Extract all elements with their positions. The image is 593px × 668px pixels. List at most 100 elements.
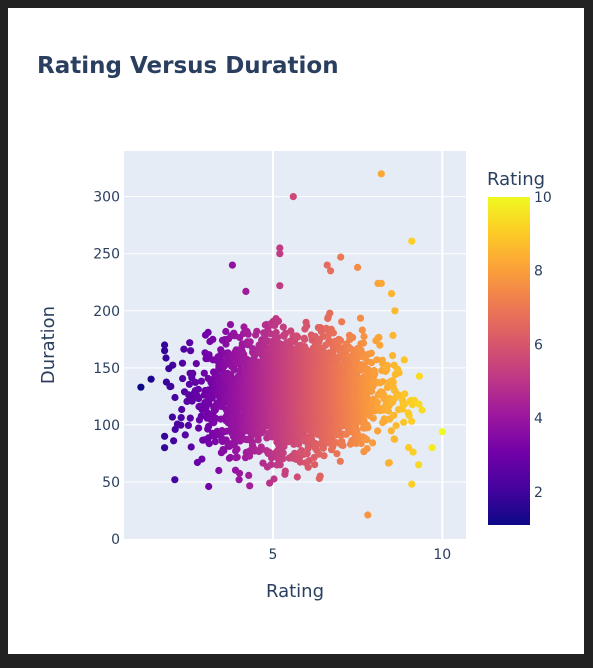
data-point bbox=[295, 440, 303, 448]
data-points bbox=[137, 170, 446, 519]
colorbar: Rating 2 4 6 8 10 bbox=[487, 169, 552, 525]
data-point bbox=[339, 441, 347, 450]
data-point bbox=[242, 287, 250, 295]
data-point bbox=[186, 414, 194, 422]
x-axis-ticks: 5 10 bbox=[269, 547, 452, 563]
data-point bbox=[267, 461, 275, 469]
data-point bbox=[377, 279, 385, 287]
colorbar-tick-label: 2 bbox=[534, 485, 543, 501]
data-point bbox=[316, 472, 324, 480]
data-point bbox=[401, 390, 409, 398]
data-point bbox=[188, 397, 196, 405]
data-point bbox=[415, 372, 423, 380]
data-point bbox=[209, 335, 217, 343]
colorbar-tick-label: 4 bbox=[534, 411, 543, 427]
data-point bbox=[233, 453, 241, 461]
data-point bbox=[198, 455, 206, 463]
data-point bbox=[375, 333, 383, 341]
data-point bbox=[180, 345, 188, 353]
chart-title: Rating Versus Duration bbox=[37, 53, 339, 79]
data-point bbox=[337, 253, 345, 261]
data-point bbox=[296, 458, 304, 466]
data-point bbox=[415, 400, 423, 408]
data-point bbox=[329, 329, 337, 337]
data-point bbox=[177, 414, 185, 422]
y-axis-ticks: 0 50 100 150 200 250 300 bbox=[93, 190, 120, 548]
data-point bbox=[374, 427, 382, 435]
data-point bbox=[371, 370, 379, 378]
data-point bbox=[408, 237, 416, 245]
data-point bbox=[359, 339, 368, 347]
data-point bbox=[408, 480, 416, 488]
data-point bbox=[319, 444, 327, 452]
data-point bbox=[189, 369, 197, 377]
data-point bbox=[197, 412, 205, 420]
data-point bbox=[204, 328, 212, 336]
data-point bbox=[281, 467, 289, 475]
data-point bbox=[205, 440, 213, 448]
data-point bbox=[276, 461, 284, 469]
data-point bbox=[289, 193, 297, 201]
data-point bbox=[270, 475, 278, 483]
data-point bbox=[279, 455, 287, 463]
data-point bbox=[167, 382, 175, 390]
y-tick-label: 250 bbox=[93, 247, 120, 263]
data-point bbox=[246, 338, 254, 346]
data-point bbox=[373, 356, 381, 364]
data-point bbox=[303, 322, 311, 330]
data-point bbox=[369, 414, 377, 422]
data-point bbox=[222, 327, 230, 336]
data-point bbox=[253, 327, 261, 335]
data-point bbox=[363, 436, 371, 444]
data-point bbox=[301, 335, 309, 343]
data-point bbox=[184, 421, 192, 429]
data-point bbox=[357, 439, 365, 448]
data-point bbox=[211, 438, 219, 446]
y-tick-label: 0 bbox=[111, 532, 120, 548]
colorbar-ticks: 2 4 6 8 10 bbox=[534, 190, 552, 501]
data-point bbox=[409, 448, 417, 456]
data-point bbox=[384, 407, 392, 415]
data-point bbox=[137, 383, 145, 391]
y-tick-label: 100 bbox=[93, 418, 120, 434]
data-point bbox=[389, 331, 397, 339]
y-tick-label: 200 bbox=[93, 304, 120, 320]
data-point bbox=[254, 436, 262, 444]
data-point bbox=[168, 413, 176, 421]
data-point bbox=[230, 366, 238, 374]
data-point bbox=[363, 445, 371, 453]
data-point bbox=[280, 442, 288, 451]
data-point bbox=[233, 445, 241, 453]
data-point bbox=[216, 351, 225, 359]
data-point bbox=[418, 406, 426, 414]
data-point bbox=[376, 341, 384, 349]
data-point bbox=[195, 424, 203, 432]
data-point bbox=[400, 418, 408, 426]
data-point bbox=[276, 244, 284, 252]
data-point bbox=[161, 432, 169, 440]
data-point bbox=[327, 267, 335, 275]
y-axis-label: Duration bbox=[38, 306, 59, 384]
data-point bbox=[279, 449, 287, 457]
data-point bbox=[246, 482, 254, 490]
data-point bbox=[364, 424, 372, 432]
data-point bbox=[169, 361, 177, 369]
data-point bbox=[171, 393, 179, 402]
data-point bbox=[205, 351, 213, 359]
data-point bbox=[185, 380, 193, 388]
data-point bbox=[197, 377, 205, 385]
x-tick-label: 10 bbox=[433, 547, 451, 563]
data-point bbox=[279, 323, 287, 331]
data-point bbox=[200, 369, 208, 377]
data-point bbox=[171, 476, 179, 484]
data-point bbox=[323, 261, 331, 269]
data-point bbox=[205, 399, 213, 408]
data-point bbox=[364, 511, 372, 519]
data-point bbox=[391, 435, 399, 443]
data-point bbox=[415, 461, 423, 469]
y-tick-label: 150 bbox=[93, 361, 120, 377]
data-point bbox=[400, 400, 408, 408]
data-point bbox=[373, 399, 381, 407]
data-point bbox=[187, 443, 195, 451]
